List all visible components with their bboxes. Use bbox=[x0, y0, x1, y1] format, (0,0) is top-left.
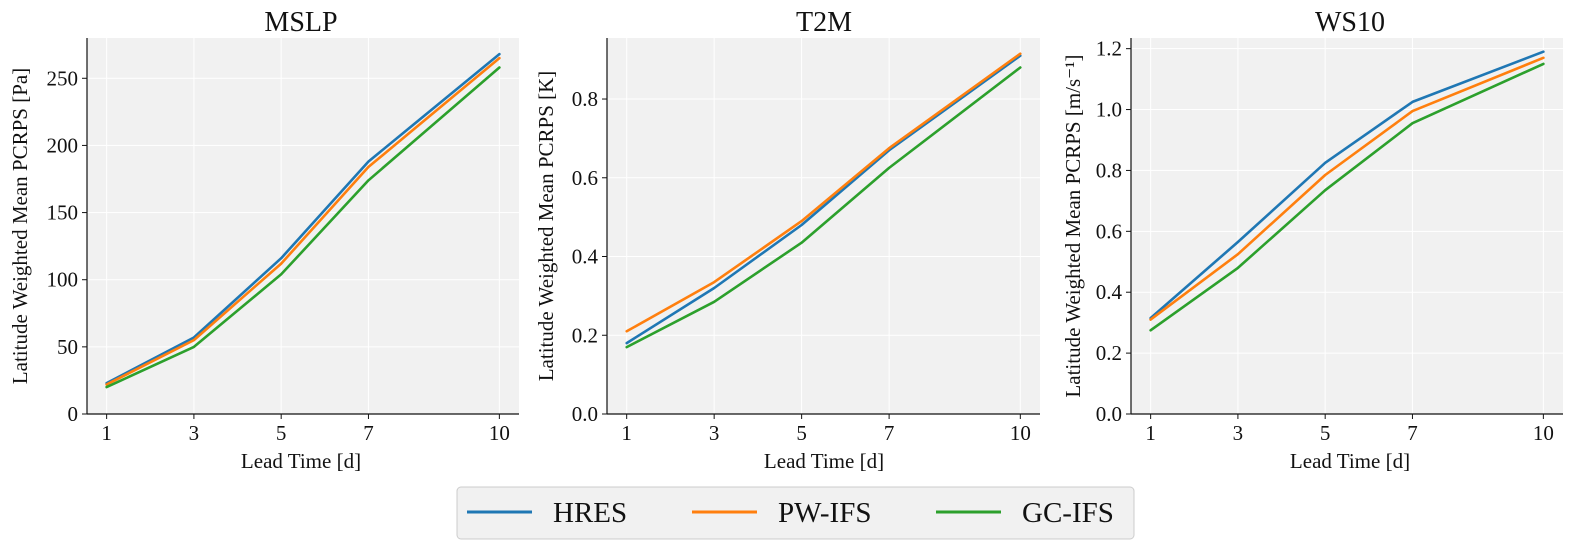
y-tick-label: 1.2 bbox=[1096, 37, 1122, 61]
x-tick-label: 10 bbox=[1010, 421, 1031, 445]
x-tick-label: 5 bbox=[1320, 421, 1331, 445]
series-line-hres bbox=[625, 54, 1022, 345]
x-tick-label: 10 bbox=[489, 421, 510, 445]
y-tick-label: 200 bbox=[47, 133, 79, 157]
y-tick-label: 0.2 bbox=[1096, 341, 1122, 365]
y-tick-label: 0.8 bbox=[572, 87, 598, 111]
panel-mslp: MSLP Lead Time [d] Latitude Weighted Mea… bbox=[8, 7, 519, 473]
panel-title: WS10 bbox=[1315, 7, 1385, 38]
legend-label-gc-ifs: GC-IFS bbox=[1022, 497, 1114, 529]
series-line-pw-ifs bbox=[625, 52, 1022, 333]
series-line-pw-ifs bbox=[1149, 56, 1545, 321]
x-tick-label: 1 bbox=[621, 421, 632, 445]
x-axis-label: Lead Time [d] bbox=[1290, 449, 1410, 473]
legend-label-pw-ifs: PW-IFS bbox=[778, 497, 871, 529]
x-axis-label: Lead Time [d] bbox=[241, 449, 361, 473]
y-tick-label: 0.8 bbox=[1096, 158, 1122, 182]
panel-title: T2M bbox=[796, 7, 852, 38]
x-tick-label: 10 bbox=[1533, 421, 1554, 445]
x-tick-label: 3 bbox=[189, 421, 200, 445]
series-line-gc-ifs bbox=[625, 66, 1022, 349]
legend-label-hres: HRES bbox=[553, 497, 627, 529]
series-line-gc-ifs bbox=[105, 66, 501, 389]
series-line-hres bbox=[105, 52, 501, 385]
x-tick-label: 5 bbox=[276, 421, 287, 445]
x-tick-label: 7 bbox=[884, 421, 895, 445]
y-tick-label: 0 bbox=[68, 402, 79, 426]
x-tick-label: 3 bbox=[709, 421, 720, 445]
y-axis-label: Latitude Weighted Mean PCRPS [m/s⁻¹] bbox=[1061, 54, 1085, 397]
series-line-hres bbox=[1149, 50, 1545, 320]
y-axis-label: Latitude Weighted Mean PCRPS [Pa] bbox=[8, 68, 32, 384]
series-line-pw-ifs bbox=[105, 56, 501, 386]
legend: HRES PW-IFS GC-IFS bbox=[456, 486, 1135, 540]
x-tick-label: 7 bbox=[363, 421, 374, 445]
y-tick-label: 0.4 bbox=[1096, 280, 1123, 304]
y-tick-label: 1.0 bbox=[1096, 98, 1122, 122]
y-tick-label: 0.0 bbox=[572, 402, 598, 426]
x-tick-label: 1 bbox=[1145, 421, 1156, 445]
y-axis-label: Latitude Weighted Mean PCRPS [K] bbox=[534, 71, 558, 382]
x-axis-label: Lead Time [d] bbox=[764, 449, 884, 473]
y-tick-label: 0.6 bbox=[1096, 219, 1122, 243]
y-tick-label: 250 bbox=[47, 66, 79, 90]
series-line-gc-ifs bbox=[1149, 62, 1545, 332]
x-tick-label: 7 bbox=[1407, 421, 1418, 445]
panel-ws10: WS10 Lead Time [d] Latitude Weighted Mea… bbox=[1061, 7, 1563, 473]
x-tick-label: 3 bbox=[1233, 421, 1244, 445]
plot-background bbox=[1131, 38, 1563, 414]
panel-title: MSLP bbox=[264, 7, 337, 38]
x-tick-label: 1 bbox=[101, 421, 112, 445]
y-tick-label: 100 bbox=[47, 268, 79, 292]
y-tick-label: 0.2 bbox=[572, 323, 598, 347]
x-tick-label: 5 bbox=[796, 421, 807, 445]
y-tick-label: 50 bbox=[57, 335, 78, 359]
y-tick-label: 150 bbox=[47, 201, 79, 225]
legend-frame bbox=[456, 486, 1135, 540]
y-tick-label: 0.4 bbox=[572, 245, 599, 269]
panel-t2m: T2M Lead Time [d] Latitude Weighted Mean… bbox=[534, 7, 1040, 473]
y-tick-label: 0.0 bbox=[1096, 402, 1122, 426]
y-tick-label: 0.6 bbox=[572, 166, 598, 190]
plot-background bbox=[607, 38, 1040, 414]
